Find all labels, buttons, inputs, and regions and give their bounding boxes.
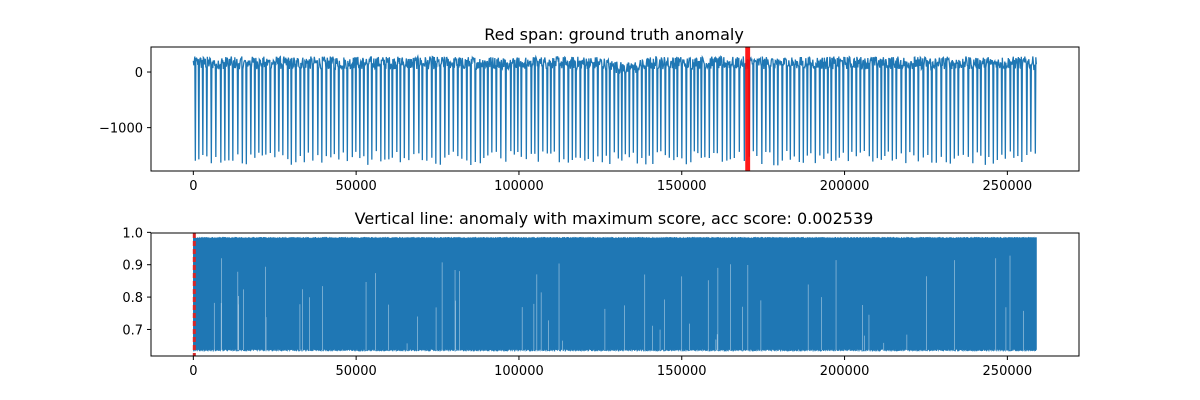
top-chart-title: Red span: ground truth anomaly bbox=[484, 25, 744, 44]
top-chart-frame bbox=[150, 46, 1080, 172]
x-tick-label: 0 bbox=[189, 364, 197, 379]
top-chart-axes: 0 50000 100000 150000 200000 250000 0 −1000 bbox=[99, 66, 1032, 194]
x-tick-label: 100000 bbox=[494, 179, 544, 194]
x-tick-label: 50000 bbox=[335, 364, 376, 379]
anomaly-span bbox=[745, 47, 751, 171]
y-tick-label: 0.9 bbox=[122, 259, 143, 274]
y-tick-label: 0.7 bbox=[122, 323, 143, 338]
bottom-chart: Vertical line: anomaly with maximum scor… bbox=[122, 209, 1080, 379]
bottom-chart-title: Vertical line: anomaly with maximum scor… bbox=[355, 209, 874, 228]
x-tick-label: 250000 bbox=[983, 179, 1033, 194]
bottom-chart-axes: 0 50000 100000 150000 200000 250000 0.7 0.8 0.9 1… bbox=[122, 226, 1032, 379]
series-line bbox=[192, 53, 1037, 166]
x-tick-label: 150000 bbox=[657, 364, 707, 379]
y-tick-label: 0 bbox=[135, 66, 143, 81]
bottom-chart-frame bbox=[150, 232, 1080, 357]
y-tick-label: 0.8 bbox=[122, 291, 143, 306]
x-tick-label: 50000 bbox=[335, 179, 376, 194]
bottom-plot-area bbox=[192, 233, 1037, 356]
y-tick-label: 1.0 bbox=[122, 226, 143, 241]
x-tick-label: 250000 bbox=[983, 364, 1033, 379]
series-line bbox=[193, 236, 1037, 352]
top-plot-area bbox=[192, 47, 1037, 171]
y-tick-label: −1000 bbox=[99, 122, 143, 137]
x-tick-label: 150000 bbox=[657, 179, 707, 194]
x-tick-label: 200000 bbox=[820, 179, 870, 194]
x-tick-label: 100000 bbox=[494, 364, 544, 379]
x-tick-label: 0 bbox=[189, 179, 197, 194]
x-tick-label: 200000 bbox=[820, 364, 870, 379]
top-chart: Red span: ground truth anomaly 0 50000 100… bbox=[99, 25, 1080, 194]
series-texture bbox=[213, 255, 1024, 351]
